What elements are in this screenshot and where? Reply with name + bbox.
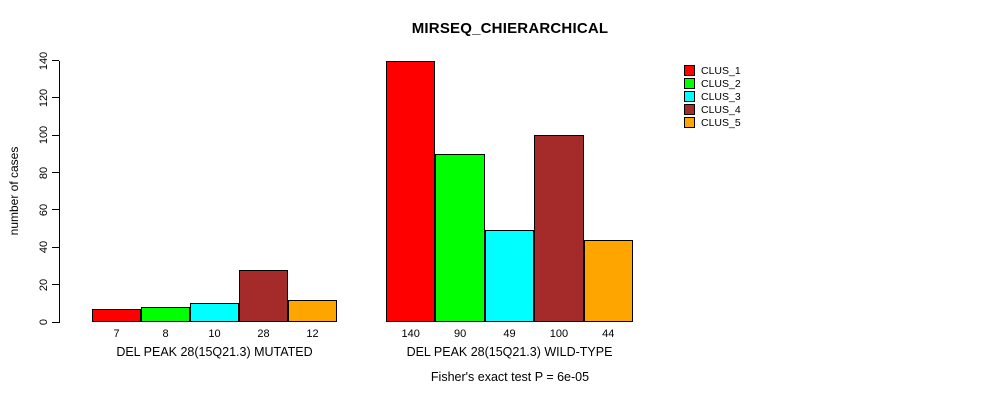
y-tick	[52, 284, 59, 286]
y-tick-label: 0	[38, 318, 50, 326]
bar	[239, 269, 288, 322]
y-tick	[52, 97, 59, 99]
legend-label: CLUS_3	[701, 90, 741, 103]
legend-swatch	[684, 104, 695, 115]
legend-label: CLUS_1	[701, 64, 741, 77]
y-tick	[52, 209, 59, 211]
bar	[141, 307, 190, 322]
legend-item: CLUS_1	[684, 64, 741, 77]
y-tick-label: 60	[38, 203, 50, 217]
legend-item: CLUS_5	[684, 116, 741, 129]
fisher-test-annotation: Fisher's exact test P = 6e-05	[430, 370, 590, 384]
bar-value-label: 7	[113, 328, 120, 340]
bar-value-label: 44	[602, 328, 615, 340]
y-tick	[52, 172, 59, 174]
bar	[288, 299, 337, 322]
bar-value-label: 28	[257, 328, 270, 340]
bar-value-label: 8	[162, 328, 169, 340]
y-axis-label: number of cases	[7, 146, 21, 236]
category-label: DEL PEAK 28(15Q21.3) WILD-TYPE	[406, 345, 613, 359]
bar	[190, 303, 239, 322]
bar	[583, 239, 633, 322]
bar-value-label: 49	[503, 328, 516, 340]
y-tick-label: 140	[38, 51, 50, 70]
y-tick-label: 40	[38, 241, 50, 254]
bar-value-label: 12	[306, 328, 319, 340]
legend-label: CLUS_4	[701, 103, 741, 116]
y-axis-line	[59, 60, 60, 323]
bar	[484, 230, 535, 322]
bar	[386, 60, 436, 322]
bar-value-label: 100	[549, 328, 569, 340]
legend: CLUS_1 CLUS_2 CLUS_3 CLUS_4 CLUS_5	[684, 64, 741, 129]
bar-value-label: 140	[401, 328, 420, 340]
legend-item: CLUS_4	[684, 103, 741, 116]
y-tick	[52, 246, 59, 248]
legend-label: CLUS_5	[701, 116, 741, 129]
legend-label: CLUS_2	[701, 77, 741, 90]
legend-swatch	[684, 117, 695, 128]
category-label: DEL PEAK 28(15Q21.3) MUTATED	[116, 345, 313, 359]
legend-item: CLUS_2	[684, 77, 741, 90]
y-tick-label: 120	[38, 88, 50, 108]
bar-value-label: 10	[208, 328, 221, 340]
legend-swatch	[684, 78, 695, 89]
y-tick-label: 100	[38, 126, 50, 145]
y-tick	[52, 60, 59, 61]
legend-item: CLUS_3	[684, 90, 741, 103]
bar	[92, 308, 141, 322]
y-tick	[52, 321, 59, 323]
y-tick-label: 20	[38, 278, 50, 291]
bar-value-label: 90	[453, 328, 467, 340]
y-tick	[52, 134, 59, 136]
bar	[435, 153, 485, 322]
legend-swatch	[684, 65, 695, 76]
legend-swatch	[684, 91, 695, 102]
chart-title: MIRSEQ_CHIERARCHICAL	[411, 20, 609, 37]
bar	[534, 135, 584, 322]
y-tick-label: 80	[38, 166, 50, 179]
